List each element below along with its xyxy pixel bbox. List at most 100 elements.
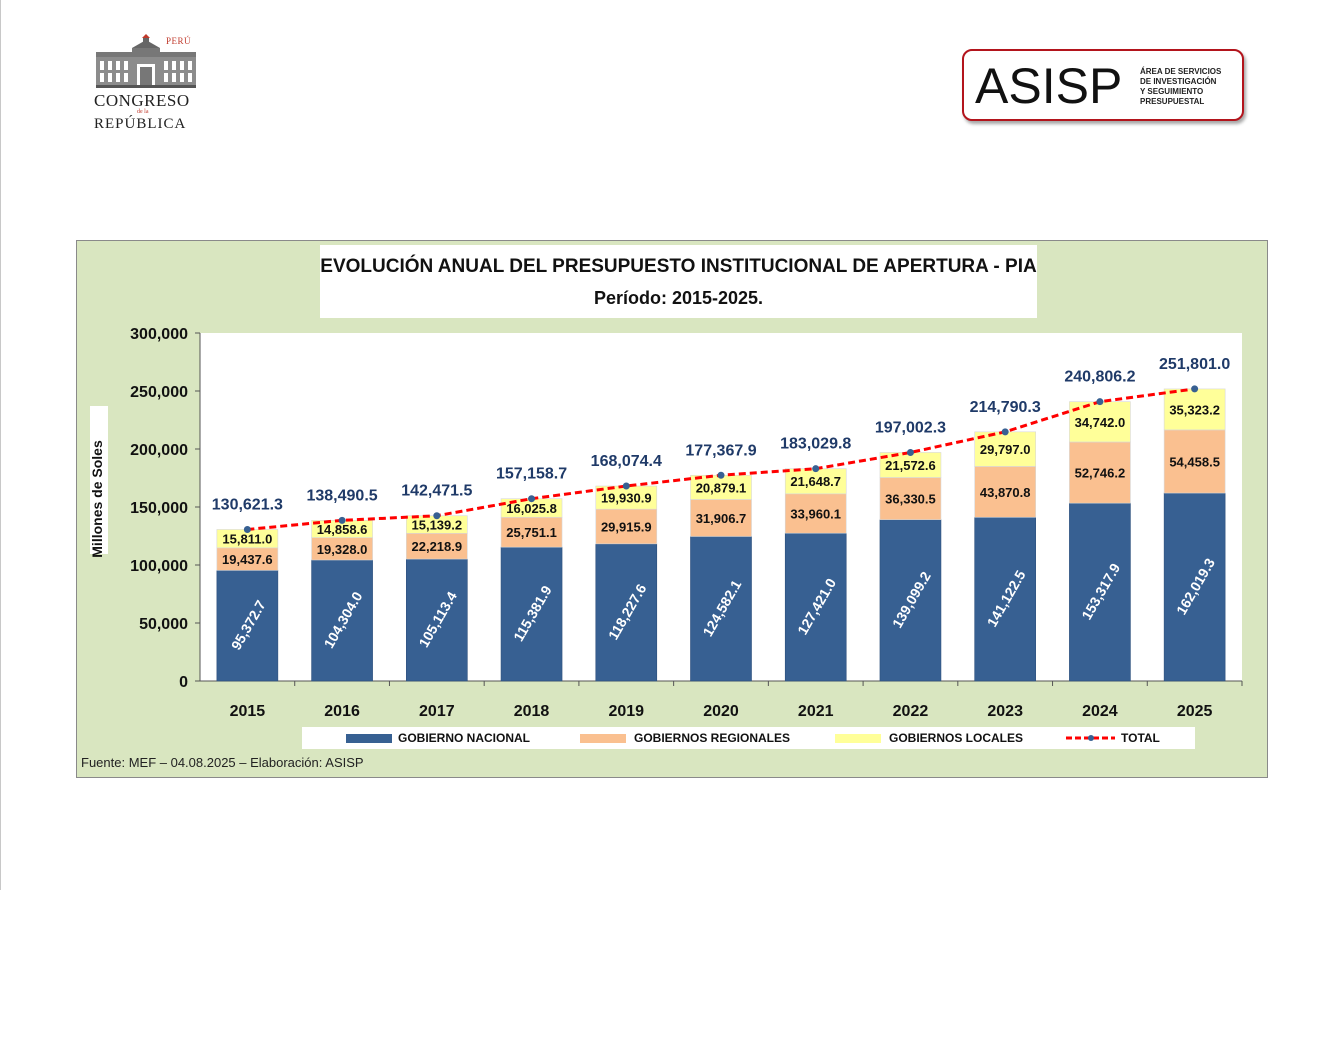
- bar-segment: [216, 570, 279, 682]
- data-label: 19,930.9: [601, 491, 652, 506]
- data-label: 31,906.7: [696, 511, 747, 526]
- legend-swatch: [835, 734, 881, 743]
- x-tick-label: 2015: [230, 703, 266, 720]
- data-label: 54,458.5: [1169, 454, 1220, 469]
- chart-source-note: Fuente: MEF – 04.08.2025 – Elaboración: …: [81, 755, 364, 770]
- bar-segment: [879, 519, 942, 682]
- asisp-subtitle-line: ÁREA DE SERVICIOS: [1140, 67, 1222, 76]
- total-label: 197,002.3: [875, 419, 946, 436]
- total-point: [1001, 428, 1009, 436]
- y-tick-label: 250,000: [130, 384, 188, 401]
- total-point: [812, 465, 820, 473]
- y-tick-label: 200,000: [130, 442, 188, 459]
- bar-segment: [690, 474, 752, 500]
- y-tick-label: 0: [179, 674, 188, 691]
- data-label: 15,139.2: [412, 518, 463, 533]
- data-label: 21,572.6: [885, 458, 936, 473]
- asisp-subtitle-line: DE INVESTIGACIÓN: [1140, 77, 1217, 86]
- bar-segment: [1163, 429, 1226, 494]
- data-label: 22,218.9: [412, 539, 463, 554]
- bar-segment: [1163, 388, 1226, 431]
- total-point: [1096, 398, 1104, 406]
- x-tick-label: 2017: [419, 703, 455, 720]
- data-label: 15,811.0: [222, 532, 272, 547]
- x-tick-label: 2025: [1177, 703, 1213, 720]
- x-tick-label: 2024: [1082, 703, 1118, 720]
- page-left-border: [0, 0, 1, 890]
- y-tick-label: 50,000: [139, 616, 188, 633]
- logo-dela-text: de la: [137, 109, 149, 115]
- bar-segment: [784, 493, 847, 534]
- total-label: 214,790.3: [970, 399, 1041, 416]
- data-label: 52,746.2: [1075, 466, 1126, 481]
- chart-title: EVOLUCIÓN ANUAL DEL PRESUPUESTO INSTITUC…: [320, 256, 1037, 277]
- x-tick-label: 2022: [893, 703, 929, 720]
- bar-segment: [500, 516, 563, 548]
- asisp-acronym: ASISP: [975, 58, 1123, 114]
- y-axis-title-bg: [90, 406, 108, 554]
- data-label: 25,751.1: [506, 525, 557, 540]
- bar-segment: [879, 452, 942, 478]
- x-tick-label: 2016: [324, 703, 360, 720]
- total-label: 142,471.5: [401, 483, 472, 500]
- logo-republica-text: REPÚBLICA: [94, 116, 187, 132]
- asisp-subtitle-line: PRESUPUESTAL: [1140, 97, 1205, 106]
- bar-segment: [1069, 401, 1131, 443]
- total-label: 240,806.2: [1064, 369, 1135, 386]
- data-label: 20,879.1: [696, 480, 747, 495]
- total-label: 157,158.7: [496, 466, 567, 483]
- total-point: [338, 516, 346, 524]
- x-tick-label: 2018: [514, 703, 550, 720]
- chart-legend: GOBIERNO NACIONAL GOBIERNOS REGIONALES G…: [302, 727, 1195, 749]
- y-tick-label: 300,000: [130, 326, 188, 343]
- bar-segment: [595, 508, 658, 545]
- asisp-subtitle: ÁREA DE SERVICIOS DE INVESTIGACIÓN Y SEG…: [1140, 67, 1240, 107]
- data-label: 19,437.6: [222, 552, 273, 567]
- data-label: 35,323.2: [1169, 402, 1220, 417]
- legend-swatch: [580, 734, 626, 743]
- data-label: 16,025.8: [506, 501, 557, 516]
- legend-label: TOTAL: [1121, 731, 1160, 745]
- total-label: 177,367.9: [685, 442, 756, 459]
- bar-segment: [311, 559, 373, 682]
- total-label: 138,490.5: [306, 487, 377, 504]
- data-label: 21,648.7: [790, 474, 841, 489]
- bar-segment: [690, 536, 752, 682]
- data-label: 36,330.5: [885, 492, 936, 507]
- data-label: 43,870.8: [980, 485, 1031, 500]
- chart-title-box: [320, 245, 1037, 318]
- data-label: 19,328.0: [317, 542, 368, 557]
- stacked-bar-chart: 0 50,000 100,000 150,000 200,000 250,000 300,0…: [89, 326, 1243, 720]
- congreso-building-icon: [96, 34, 196, 88]
- data-label: 33,960.1: [790, 506, 841, 521]
- bar-segment: [406, 532, 468, 560]
- total-point: [433, 512, 441, 520]
- total-point: [1191, 385, 1199, 393]
- legend-label: GOBIERNO NACIONAL: [398, 731, 530, 745]
- total-label: 251,801.0: [1159, 356, 1230, 373]
- total-point: [243, 525, 251, 533]
- y-tick-label: 150,000: [130, 500, 188, 517]
- x-tick-label: 2021: [798, 703, 834, 720]
- bar-segment: [406, 558, 468, 682]
- y-axis-title: Millones de Soles: [89, 440, 105, 558]
- bar-segment: [1069, 502, 1131, 682]
- bar-segment: [595, 543, 658, 682]
- y-tick-label: 100,000: [130, 558, 188, 575]
- total-label: 168,074.4: [591, 453, 662, 470]
- bar-segment: [974, 466, 1036, 518]
- total-point: [906, 448, 914, 456]
- data-label: 29,915.9: [601, 520, 652, 535]
- x-tick-label: 2020: [703, 703, 739, 720]
- chart-subtitle: Período: 2015-2025.: [593, 288, 764, 308]
- total-label: 183,029.8: [780, 436, 851, 453]
- data-label: 34,742.0: [1075, 415, 1126, 430]
- logo-peru-text: PERÚ: [166, 36, 192, 46]
- data-label: 14,858.6: [317, 522, 368, 537]
- bar-segment: [974, 431, 1036, 467]
- congreso-logo: PERÚ CONGRESO de la REPÚBLICA: [94, 30, 204, 135]
- bar-segment: [974, 516, 1036, 682]
- legend-line-swatch: [1066, 735, 1115, 741]
- legend-label: GOBIERNOS LOCALES: [889, 731, 1024, 745]
- data-label: 29,797.0: [980, 442, 1031, 457]
